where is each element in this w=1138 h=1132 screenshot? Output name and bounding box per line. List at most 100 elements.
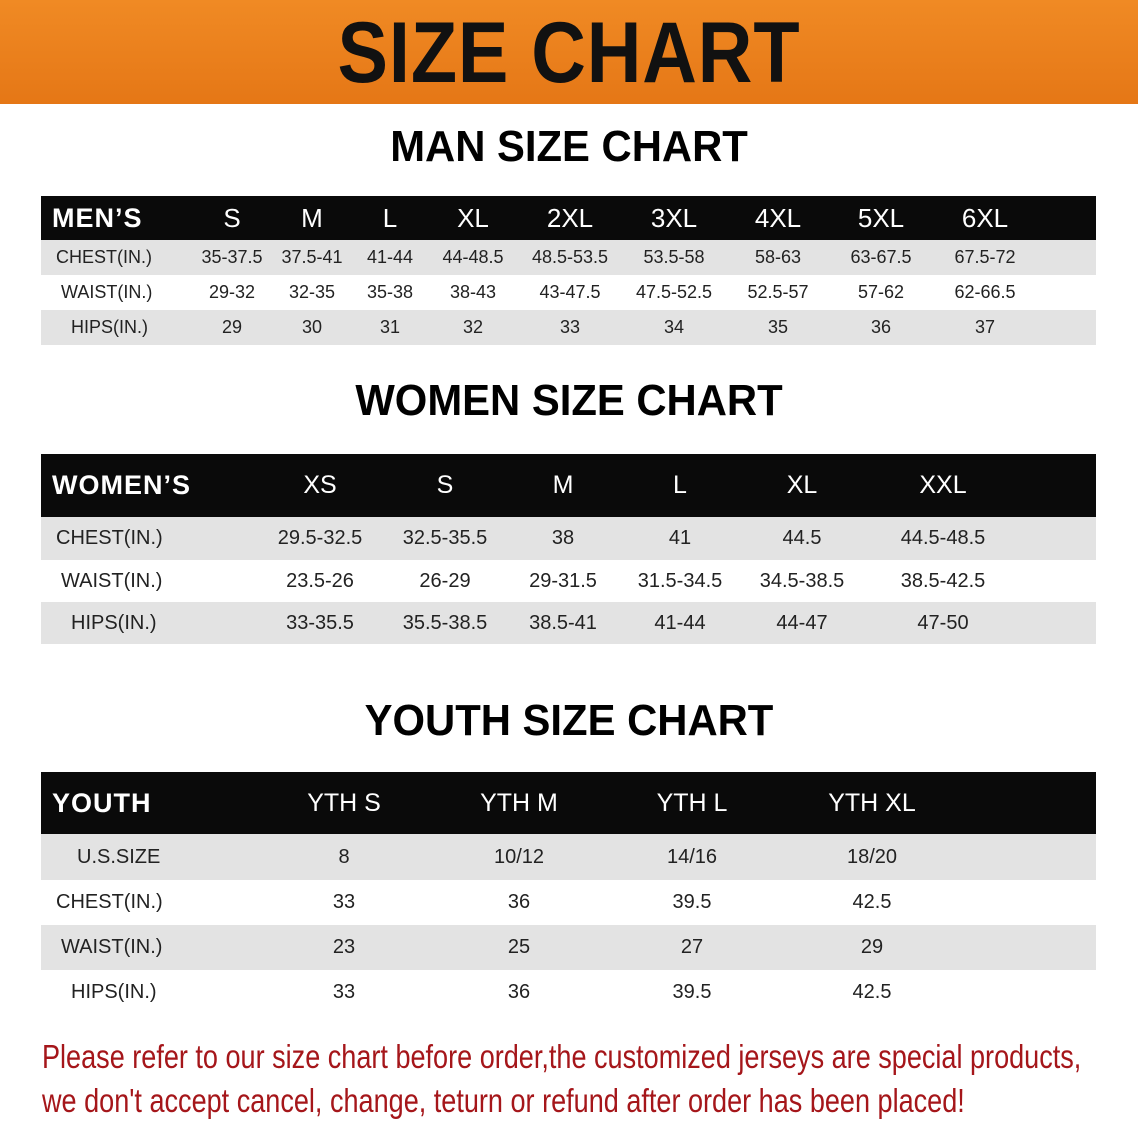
table-row: CHEST(IN.) 33 36 39.5 42.5 xyxy=(41,880,1096,925)
table-cell: 41-44 xyxy=(654,611,706,634)
men-size-table: MEN’S S M L XL 2XL 3XL 4XL 5XL 6XL CHEST(IN.) 35-37… xyxy=(41,196,1096,345)
table-cell: 36 xyxy=(507,981,531,1003)
table-cell: 32.5-35.5 xyxy=(402,527,488,549)
table-cell: 34.5-38.5 xyxy=(759,569,845,592)
notice-line-1: Please refer to our size chart before or… xyxy=(42,1038,1082,1075)
youth-header-row: YOUTH YTH S YTH M YTH L YTH XL xyxy=(41,772,1096,834)
row-label: CHEST(IN.) xyxy=(56,891,163,913)
table-cell: 8 xyxy=(338,845,350,868)
row-label: U.S.SIZE xyxy=(77,845,161,868)
notice-line-2: we don't accept cancel, change, teturn o… xyxy=(42,1082,965,1119)
men-header-label: MEN’S xyxy=(52,202,143,233)
table-cell: 39.5 xyxy=(672,981,712,1003)
table-cell: 44.5 xyxy=(782,527,822,549)
table-cell: 37 xyxy=(974,317,996,337)
size-column-header: M xyxy=(552,471,574,499)
table-cell: 29 xyxy=(221,317,243,337)
size-column-header: YTH M xyxy=(480,788,558,817)
table-cell: 31.5-34.5 xyxy=(637,569,723,592)
table-cell: 47-50 xyxy=(917,611,969,634)
table-cell: 35 xyxy=(767,317,789,337)
table-cell: 26-29 xyxy=(419,569,471,592)
table-cell: 29-31.5 xyxy=(529,569,597,592)
table-cell: 36 xyxy=(507,891,531,913)
size-column-header: L xyxy=(673,471,687,499)
table-cell: 47.5-52.5 xyxy=(635,282,713,302)
table-cell: 58-63 xyxy=(754,247,802,267)
table-cell: 43-47.5 xyxy=(539,282,601,302)
table-cell: 53.5-58 xyxy=(643,247,705,267)
table-cell: 37.5-41 xyxy=(281,247,343,267)
table-cell: 44.5-48.5 xyxy=(900,527,986,549)
table-cell: 57-62 xyxy=(857,282,905,302)
size-column-header: YTH XL xyxy=(828,788,916,817)
table-cell: 34 xyxy=(663,317,685,337)
table-cell: 23 xyxy=(332,936,356,958)
size-column-header: 5XL xyxy=(857,202,905,233)
youth-size-table: YOUTH YTH S YTH M YTH L YTH XL U.S.SIZE 8 10/12… xyxy=(41,772,1096,1015)
table-cell: 38.5-41 xyxy=(529,611,597,634)
size-column-header: XL xyxy=(457,202,489,233)
women-header-label: WOMEN’S xyxy=(52,470,191,500)
table-row: CHEST(IN.) 29.5-32.5 32.5-35.5 38 41 44.5 44.5… xyxy=(41,517,1096,560)
table-cell: 38.5-42.5 xyxy=(900,569,986,592)
men-header-row: MEN’S S M L XL 2XL 3XL 4XL 5XL 6XL xyxy=(41,196,1096,240)
table-row: WAIST(IN.) 23 25 27 29 xyxy=(41,925,1096,970)
size-column-header: M xyxy=(301,202,323,233)
table-cell: 32-35 xyxy=(288,282,336,302)
table-cell: 35-37.5 xyxy=(201,247,263,267)
table-cell: 42.5 xyxy=(852,981,892,1003)
size-column-header: 6XL xyxy=(961,202,1009,233)
row-label: HIPS(IN.) xyxy=(71,317,149,337)
table-cell: 14/16 xyxy=(666,845,718,868)
table-cell: 36 xyxy=(870,317,892,337)
size-chart-banner: SIZE CHART xyxy=(0,0,1138,104)
size-column-header: 2XL xyxy=(546,202,594,233)
table-cell: 10/12 xyxy=(493,845,545,868)
row-label: HIPS(IN.) xyxy=(71,611,157,634)
table-row: HIPS(IN.) 33-35.5 35.5-38.5 38.5-41 41-44 44-… xyxy=(41,602,1096,644)
table-cell: 33 xyxy=(332,981,356,1003)
table-cell: 35-38 xyxy=(366,282,414,302)
table-cell: 29.5-32.5 xyxy=(277,527,363,549)
table-row: CHEST(IN.) 35-37.5 37.5-41 41-44 44-48.5 48.5… xyxy=(41,240,1096,275)
size-column-header: XS xyxy=(303,471,337,499)
size-column-header: S xyxy=(436,471,454,499)
table-cell: 32 xyxy=(462,317,484,337)
table-cell: 41 xyxy=(668,527,692,549)
page-title: SIZE CHART xyxy=(337,5,801,101)
table-cell: 33-35.5 xyxy=(286,611,354,634)
table-row: U.S.SIZE 8 10/12 14/16 18/20 xyxy=(41,834,1096,880)
table-cell: 18/20 xyxy=(846,845,898,868)
table-row: HIPS(IN.) 29 30 31 32 33 34 35 36 37 xyxy=(41,310,1096,345)
youth-header-label: YOUTH xyxy=(52,787,152,818)
table-row: WAIST(IN.) 23.5-26 26-29 29-31.5 31.5-34.5 34… xyxy=(41,560,1096,602)
size-column-header: YTH L xyxy=(656,788,728,817)
row-label: HIPS(IN.) xyxy=(71,981,157,1003)
youth-section-title: YOUTH SIZE CHART xyxy=(364,696,774,745)
men-section-title: MAN SIZE CHART xyxy=(390,122,748,171)
table-cell: 25 xyxy=(507,936,531,958)
size-column-header: XXL xyxy=(919,471,967,499)
table-cell: 44-47 xyxy=(776,611,828,634)
row-label: WAIST(IN.) xyxy=(61,282,153,302)
table-cell: 44-48.5 xyxy=(442,247,504,267)
table-cell: 63-67.5 xyxy=(850,247,912,267)
table-cell: 29 xyxy=(860,936,884,958)
row-label: CHEST(IN.) xyxy=(56,247,152,267)
women-size-table: WOMEN’S XS S M L XL XXL CHEST(IN.) 29.5-32.5 32.5… xyxy=(41,454,1096,644)
women-section-title: WOMEN SIZE CHART xyxy=(355,376,783,425)
table-cell: 35.5-38.5 xyxy=(402,611,488,634)
table-row: WAIST(IN.) 29-32 32-35 35-38 38-43 43-47.5 47.… xyxy=(41,275,1096,310)
table-cell: 67.5-72 xyxy=(954,247,1016,267)
women-header-row: WOMEN’S XS S M L XL XXL xyxy=(41,454,1096,517)
size-column-header: L xyxy=(382,202,398,233)
table-cell: 23.5-26 xyxy=(286,569,354,592)
table-cell: 30 xyxy=(301,317,323,337)
table-cell: 52.5-57 xyxy=(747,282,809,302)
table-row: HIPS(IN.) 33 36 39.5 42.5 xyxy=(41,970,1096,1015)
table-cell: 38-43 xyxy=(449,282,497,302)
size-column-header: S xyxy=(223,202,241,233)
table-cell: 41-44 xyxy=(366,247,414,267)
row-label: CHEST(IN.) xyxy=(56,527,163,549)
